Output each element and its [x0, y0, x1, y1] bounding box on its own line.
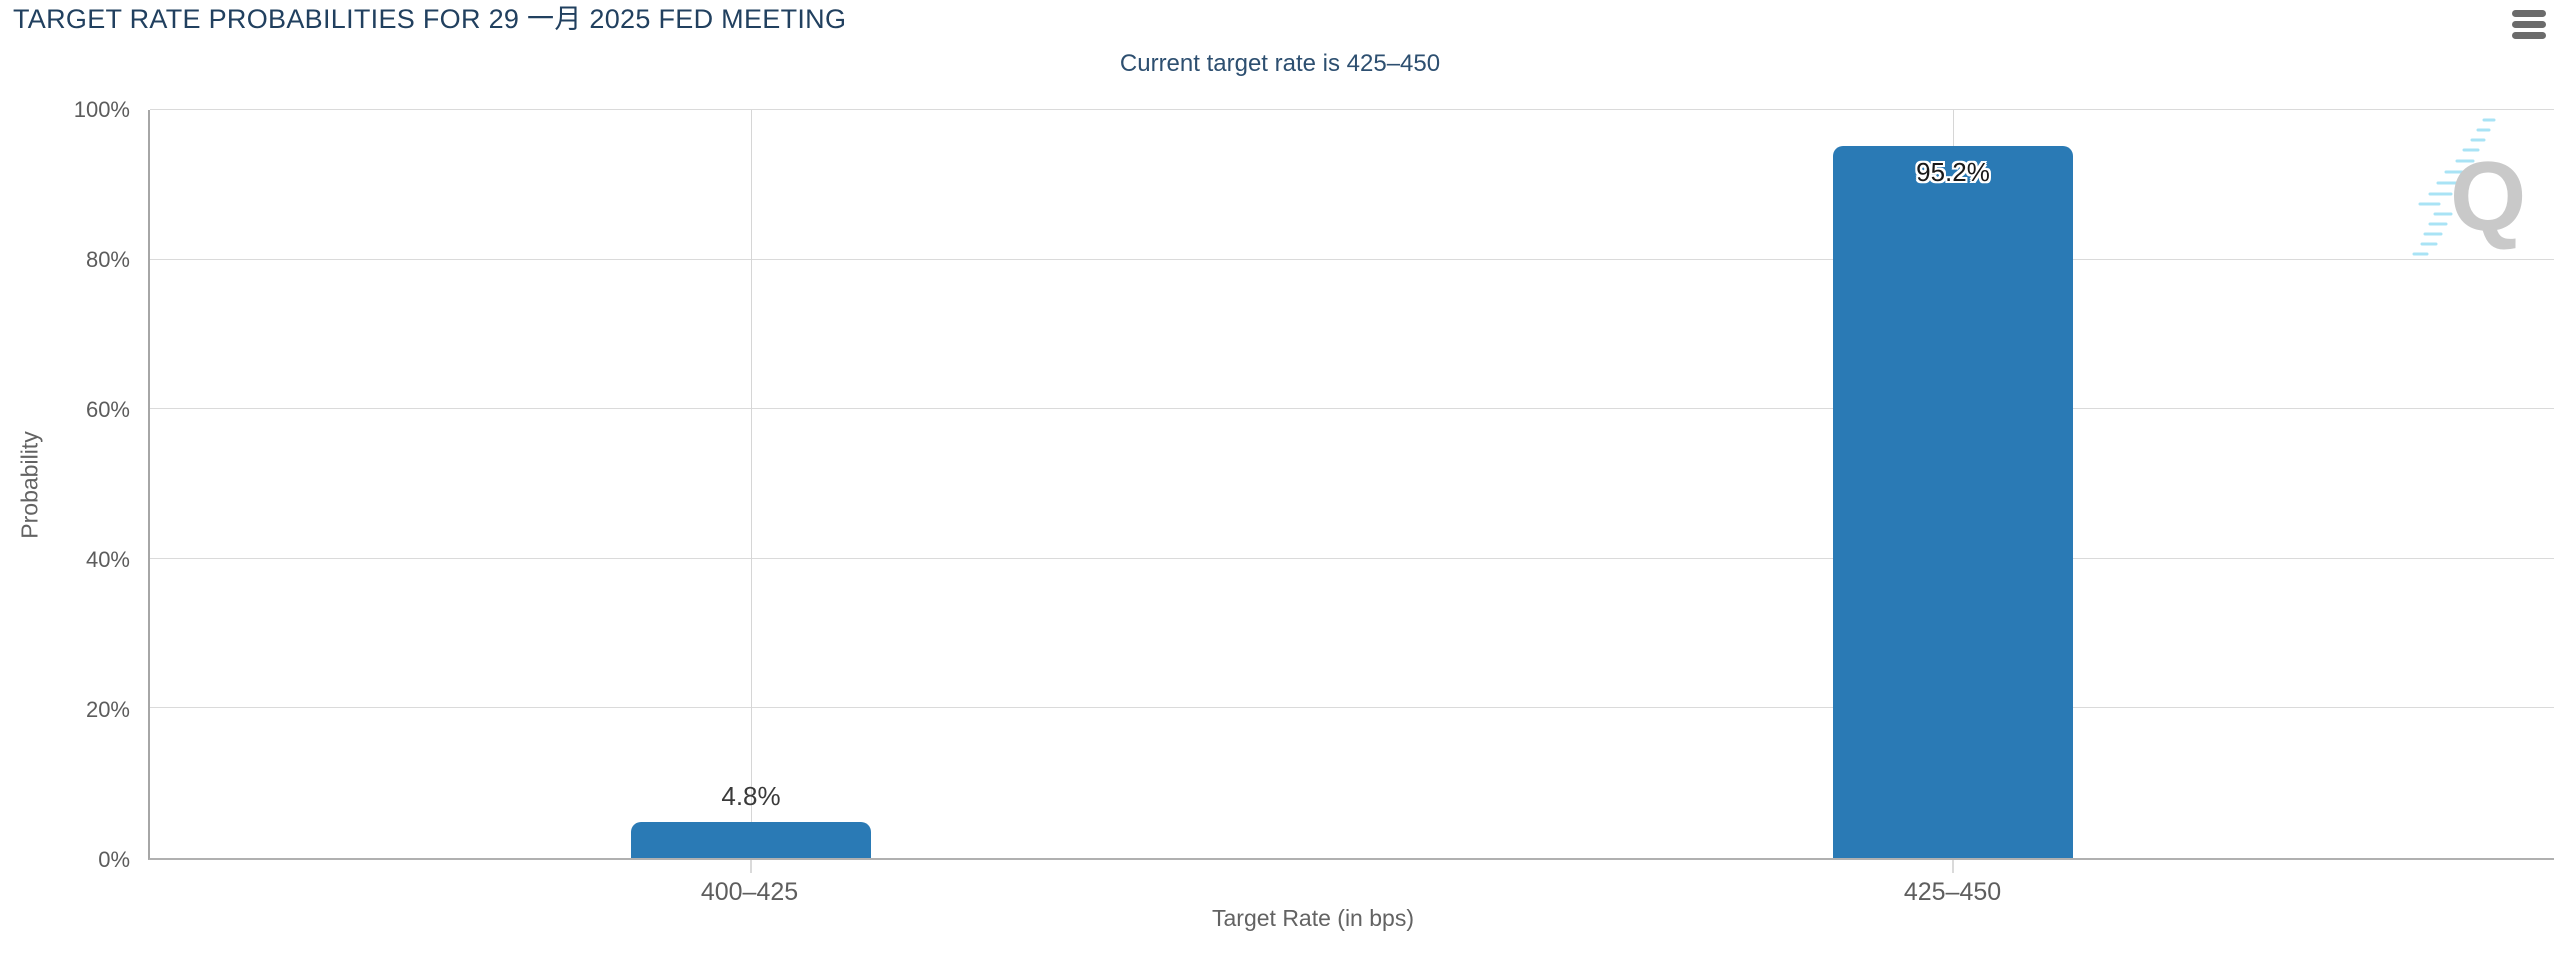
gridline-vertical [751, 110, 752, 858]
y-tick-label: 40% [85, 547, 130, 572]
y-tick-label: 80% [85, 247, 130, 272]
probability-bar[interactable] [631, 822, 871, 858]
y-tick-label: 60% [85, 397, 130, 422]
gridline-horizontal [150, 408, 2554, 410]
x-tick-label: 425–450 [1903, 878, 2002, 906]
watermark-q-letter: Q [2450, 141, 2526, 251]
gridline-horizontal [150, 557, 2554, 559]
x-axis-title: Target Rate (in bps) [1212, 905, 1414, 931]
gridline-horizontal [150, 707, 2554, 709]
hamburger-bar [2512, 10, 2546, 17]
y-tick-label: 100% [73, 97, 130, 122]
chart-subtitle: Current target rate is 425–450 [1119, 50, 1441, 77]
x-axis-labels: 400–425 425–450 [148, 878, 2554, 908]
chart-title: TARGET RATE PROBABILITIES FOR 29 一月 2025… [13, 4, 847, 34]
bar-value-label: 4.8% [721, 781, 781, 812]
hamburger-bar [2512, 32, 2546, 39]
hamburger-bar [2512, 21, 2546, 28]
chart-context-menu-button[interactable] [2512, 10, 2546, 42]
gridline-horizontal [150, 258, 2554, 260]
plot-area: Q 4.8% 95.2% [148, 109, 2554, 873]
y-tick-label: 0% [98, 847, 130, 872]
x-tick-label: 400–425 [700, 878, 799, 906]
x-tick-mark [750, 860, 752, 873]
quikstrike-watermark-icon: Q [2412, 118, 2526, 256]
y-tick-label: 20% [85, 697, 130, 722]
y-axis-labels: 0% 20% 40% 60% 80% 100% [0, 99, 138, 871]
probability-bar[interactable] [1833, 145, 2073, 858]
watermark-dashes [2412, 118, 2496, 256]
bar-value-label: 95.2% [1916, 156, 1990, 187]
x-tick-mark [1952, 860, 1954, 873]
gridline-horizontal [150, 109, 2554, 110]
hamburger-icon [2512, 10, 2546, 39]
